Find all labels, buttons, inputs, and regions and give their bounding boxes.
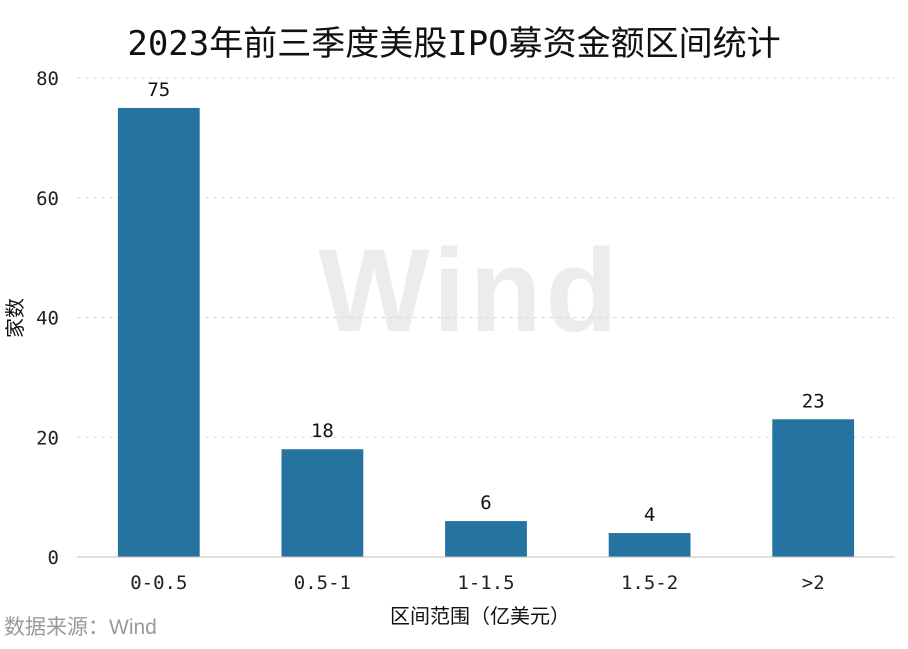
data-label: 18 [311, 420, 334, 442]
x-axis: 0-0.5 0.5-1 1-1.5 1.5-2 >2 [77, 556, 895, 594]
x-tick-label: 1-1.5 [457, 572, 514, 594]
y-tick-label: 60 [36, 188, 59, 210]
bars: 75 18 6 4 23 [117, 79, 855, 557]
bar [281, 449, 364, 557]
x-tick-label: 0-0.5 [130, 572, 187, 594]
bar [117, 107, 200, 557]
bar [772, 419, 855, 557]
data-label: 4 [644, 504, 655, 526]
y-tick-label: 80 [36, 68, 59, 90]
y-tick-label: 20 [36, 427, 59, 449]
y-axis-title: 家数 [3, 298, 27, 338]
source-note: 数据来源：Wind [4, 616, 157, 639]
x-tick-label: 0.5-1 [294, 572, 351, 594]
x-axis-title: 区间范围（亿美元） [390, 604, 570, 628]
bar [445, 521, 527, 557]
x-tick-label: >2 [802, 572, 825, 594]
y-tick-label: 40 [36, 308, 59, 330]
data-label: 23 [802, 390, 825, 412]
data-label: 75 [147, 79, 170, 101]
data-label: 6 [480, 492, 491, 514]
x-tick-label: 1.5-2 [621, 572, 678, 594]
y-tick-label: 0 [48, 547, 59, 569]
y-axis: 0 20 40 60 80 [36, 68, 59, 569]
chart-title: 2023年前三季度美股IPO募资金额区间统计 [127, 24, 780, 64]
watermark: Wind [318, 225, 621, 357]
gridlines [77, 77, 895, 438]
bar [608, 533, 691, 557]
